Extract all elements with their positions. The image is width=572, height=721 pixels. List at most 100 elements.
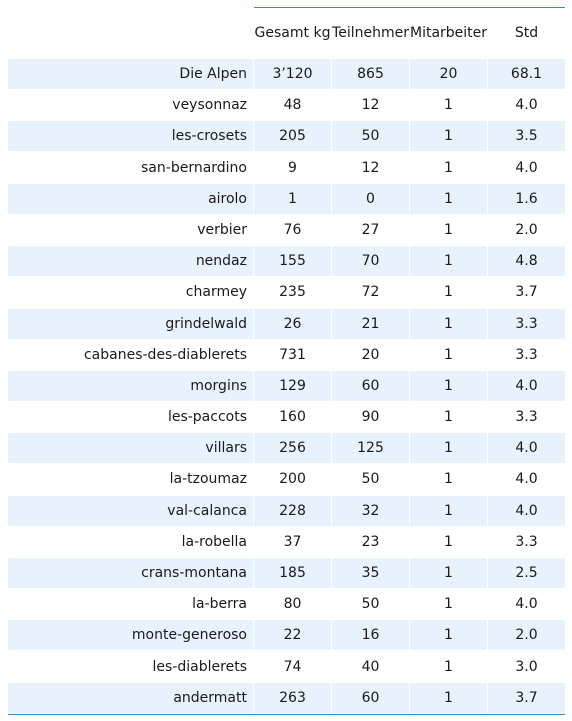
row-label: veysonnaz xyxy=(172,97,247,114)
table-row: nendaz 155 70 1 4.8 xyxy=(8,246,565,277)
cell-mitarbeiter: 1 xyxy=(410,308,487,339)
column-header-mitarbeiter: Mitarbeiter xyxy=(410,25,488,41)
cell-mitarbeiter: 1 xyxy=(410,183,487,214)
row-label: cabanes-des-diablerets xyxy=(83,346,247,363)
cell-teilnehmer: 16 xyxy=(332,620,409,651)
cell-mitarbeiter: 1 xyxy=(410,682,487,713)
cell-gesamt-kg: 3’120 xyxy=(254,59,331,89)
row-label: charmey xyxy=(185,284,247,301)
cell-gesamt-kg: 74 xyxy=(283,658,302,675)
cell-mitarbeiter: 1 xyxy=(410,620,487,651)
cell-gesamt-kg: 22 xyxy=(254,620,331,651)
cell-teilnehmer: 20 xyxy=(361,346,380,363)
cell-mitarbeiter: 1 xyxy=(444,471,453,488)
cell-mitarbeiter: 1 xyxy=(444,533,453,550)
table-row: crans-montana 185 35 1 2.5 xyxy=(8,558,565,589)
cell-gesamt-kg: 1 xyxy=(254,183,331,214)
cell-std: 4.0 xyxy=(515,471,538,488)
cell-mitarbeiter: 1 xyxy=(444,159,453,176)
cell-gesamt-kg: 263 xyxy=(254,682,331,713)
table-row: val-calanca 228 32 1 4.0 xyxy=(8,495,565,527)
cell-std: 3.3 xyxy=(488,308,565,339)
row-label: villars xyxy=(8,433,253,464)
table-row: cabanes-des-diablerets 731 20 1 3.3 xyxy=(8,340,565,371)
cell-mitarbeiter: 1 xyxy=(444,658,453,675)
cell-teilnehmer: 50 xyxy=(361,471,380,488)
cell-mitarbeiter: 1 xyxy=(410,558,487,588)
table-row: les-diablerets 74 40 1 3.0 xyxy=(8,652,565,683)
cell-teilnehmer: 60 xyxy=(332,370,409,401)
cell-teilnehmer: 90 xyxy=(361,409,380,426)
table-row: san-bernardino 9 12 1 4.0 xyxy=(8,153,565,184)
table-row: Die Alpen 3’120 865 20 68.1 xyxy=(8,59,565,90)
cell-gesamt-kg: 155 xyxy=(254,246,331,277)
cell-std: 2.0 xyxy=(488,620,565,651)
cell-mitarbeiter: 1 xyxy=(444,97,453,114)
cell-gesamt-kg: 205 xyxy=(254,121,331,152)
cell-std: 3.5 xyxy=(488,121,565,152)
cell-teilnehmer: 50 xyxy=(332,121,409,152)
cell-mitarbeiter: 1 xyxy=(410,246,487,277)
column-header-gesamt-kg: Gesamt kg xyxy=(254,25,331,41)
row-label: les-crosets xyxy=(8,121,253,152)
row-label: airolo xyxy=(8,183,253,214)
cell-std: 2.5 xyxy=(488,558,565,588)
cell-std: 4.0 xyxy=(488,495,565,526)
cell-std: 1.6 xyxy=(488,183,565,214)
cell-gesamt-kg: 129 xyxy=(254,370,331,401)
row-label: morgins xyxy=(8,370,253,401)
row-label: la-tzoumaz xyxy=(169,471,247,488)
row-label: san-bernardino xyxy=(141,159,247,176)
cell-std: 3.7 xyxy=(515,284,538,301)
cell-gesamt-kg: 37 xyxy=(283,533,302,550)
column-header-std: Std xyxy=(514,25,539,41)
cell-std: 4.8 xyxy=(488,246,565,277)
cell-gesamt-kg: 731 xyxy=(279,346,306,363)
row-label: la-robella xyxy=(181,533,247,550)
cell-gesamt-kg: 80 xyxy=(283,596,302,613)
table-row: grindelwald 26 21 1 3.3 xyxy=(8,308,565,340)
cell-teilnehmer: 40 xyxy=(361,658,380,675)
cell-mitarbeiter: 1 xyxy=(410,121,487,152)
cell-mitarbeiter: 1 xyxy=(410,370,487,401)
bottom-rule xyxy=(8,714,565,715)
cell-teilnehmer: 0 xyxy=(332,183,409,214)
row-label: les-paccots xyxy=(167,409,247,426)
cell-teilnehmer: 72 xyxy=(361,284,380,301)
cell-teilnehmer: 125 xyxy=(332,433,409,464)
cell-teilnehmer: 12 xyxy=(361,159,380,176)
cell-teilnehmer: 27 xyxy=(361,221,380,238)
table-row: la-robella 37 23 1 3.3 xyxy=(8,527,565,558)
cell-gesamt-kg: 235 xyxy=(279,284,306,301)
cell-std: 4.0 xyxy=(488,433,565,464)
cell-mitarbeiter: 1 xyxy=(410,433,487,464)
table-row: airolo 1 0 1 1.6 xyxy=(8,183,565,215)
cell-mitarbeiter: 1 xyxy=(410,495,487,526)
row-label: verbier xyxy=(197,221,247,238)
cell-std: 3.3 xyxy=(515,409,538,426)
row-label: Die Alpen xyxy=(8,59,253,89)
cell-gesamt-kg: 26 xyxy=(254,308,331,339)
cell-gesamt-kg: 185 xyxy=(254,558,331,588)
table-row: veysonnaz 48 12 1 4.0 xyxy=(8,90,565,121)
table-row: charmey 235 72 1 3.7 xyxy=(8,277,565,308)
cell-mitarbeiter: 1 xyxy=(444,596,453,613)
cell-std: 3.3 xyxy=(515,346,538,363)
cell-std: 4.0 xyxy=(515,596,538,613)
cell-mitarbeiter: 1 xyxy=(444,284,453,301)
cell-std: 4.0 xyxy=(515,97,538,114)
table-row: andermatt 263 60 1 3.7 xyxy=(8,682,565,714)
cell-gesamt-kg: 228 xyxy=(254,495,331,526)
table-row: morgins 129 60 1 4.0 xyxy=(8,370,565,402)
top-rule xyxy=(254,7,565,8)
cell-mitarbeiter: 1 xyxy=(444,346,453,363)
table-row: la-tzoumaz 200 50 1 4.0 xyxy=(8,464,565,495)
cell-gesamt-kg: 48 xyxy=(283,97,302,114)
cell-std: 2.0 xyxy=(515,221,538,238)
table-row: les-paccots 160 90 1 3.3 xyxy=(8,402,565,433)
cell-teilnehmer: 23 xyxy=(361,533,380,550)
cell-gesamt-kg: 160 xyxy=(279,409,306,426)
row-label: la-berra xyxy=(192,596,247,613)
cell-std: 3.7 xyxy=(488,682,565,713)
cell-gesamt-kg: 200 xyxy=(279,471,306,488)
